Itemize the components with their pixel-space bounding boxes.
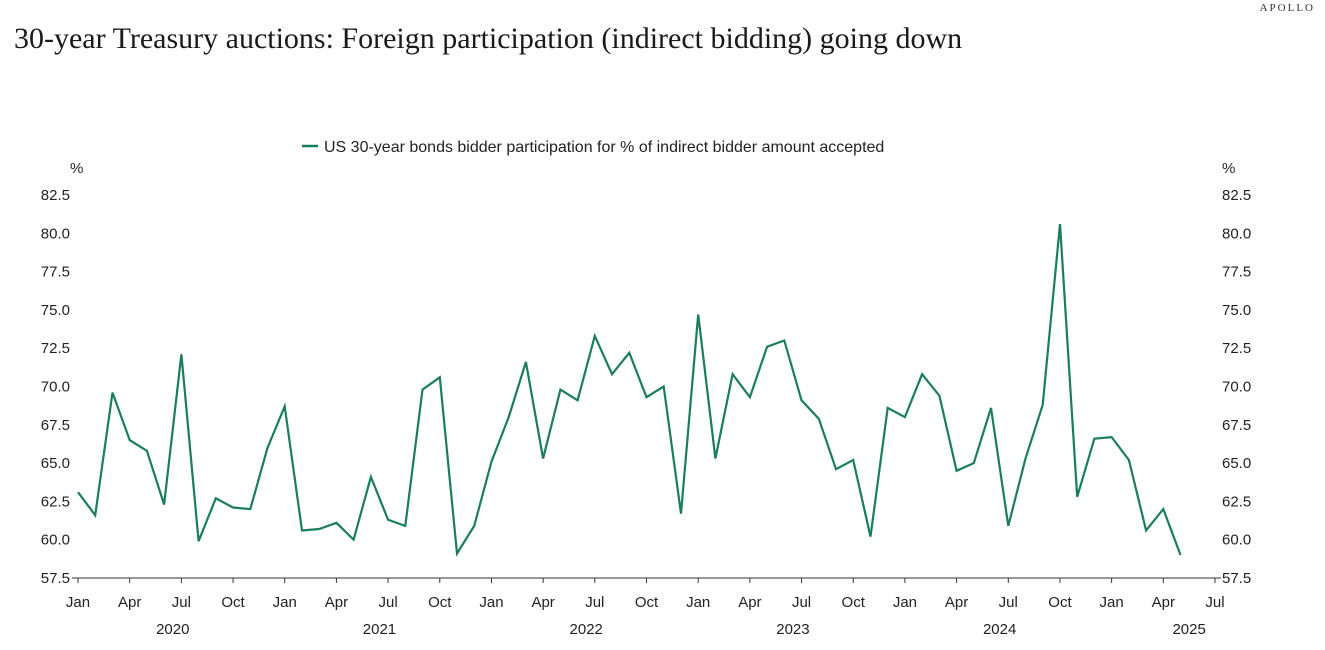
legend: US 30-year bonds bidder participation fo… <box>302 139 884 156</box>
y-tick-label-right: 67.5 <box>1222 417 1251 434</box>
y-tick-label-right: 72.5 <box>1222 340 1251 357</box>
y-tick-label-left: 80.0 <box>41 225 70 242</box>
x-tick-label: Apr <box>325 594 348 611</box>
y-tick-label-right: 70.0 <box>1222 379 1251 396</box>
y-tick-label-left: 65.0 <box>41 455 70 472</box>
x-tick-label: Jul <box>378 594 397 611</box>
x-year-label: 2024 <box>983 621 1016 638</box>
y-tick-label-left: 57.5 <box>41 570 70 587</box>
y-tick-label-left: 75.0 <box>41 302 70 319</box>
y-tick-label-left: 77.5 <box>41 264 70 281</box>
y-tick-label-left: 70.0 <box>41 379 70 396</box>
x-tick-label: Apr <box>531 594 554 611</box>
y-tick-label-right: 77.5 <box>1222 264 1251 281</box>
x-tick-label: Oct <box>635 594 659 611</box>
x-axis: Jan Apr Jul Oct Jan Apr Jul Oct Jan Apr Jul Oct Jan A… <box>66 578 1225 611</box>
x-axis-years: 2020 2021 2022 2023 2024 2025 <box>156 621 1206 638</box>
y-tick-label-left: 62.5 <box>41 493 70 510</box>
y-axis-right: 57.5 60.0 62.5 65.0 67.5 70.0 72.5 75.0 77.5 80.0… <box>1222 187 1251 587</box>
y-axis-right-unit: % <box>1222 160 1235 177</box>
x-tick-label: Jan <box>1100 594 1124 611</box>
x-tick-label: Jan <box>686 594 710 611</box>
y-tick-label-right: 62.5 <box>1222 493 1251 510</box>
x-tick-label: Apr <box>118 594 141 611</box>
x-tick-label: Oct <box>221 594 245 611</box>
x-tick-label: Jan <box>893 594 917 611</box>
x-tick-label: Jan <box>479 594 503 611</box>
x-year-label: 2023 <box>776 621 809 638</box>
x-tick-label: Apr <box>1152 594 1175 611</box>
series-line <box>77 223 1182 557</box>
x-year-label: 2021 <box>363 621 396 638</box>
y-tick-label-right: 60.0 <box>1222 532 1251 549</box>
y-tick-label-right: 82.5 <box>1222 187 1251 204</box>
y-axis-left: 57.5 60.0 62.5 65.0 67.5 70.0 72.5 75.0 77.5 80.0… <box>41 187 70 587</box>
page-title: 30-year Treasury auctions: Foreign parti… <box>14 22 963 55</box>
x-tick-label: Oct <box>842 594 866 611</box>
y-tick-label-right: 80.0 <box>1222 225 1251 242</box>
x-tick-label: Jul <box>999 594 1018 611</box>
y-tick-label-right: 65.0 <box>1222 455 1251 472</box>
x-tick-label: Jul <box>792 594 811 611</box>
x-year-label: 2020 <box>156 621 189 638</box>
x-tick-label: Apr <box>738 594 761 611</box>
x-tick-label: Jan <box>66 594 90 611</box>
y-tick-label-right: 57.5 <box>1222 570 1251 587</box>
y-tick-label-left: 82.5 <box>41 187 70 204</box>
y-tick-label-right: 75.0 <box>1222 302 1251 319</box>
x-tick-label: Jul <box>172 594 191 611</box>
y-tick-label-left: 67.5 <box>41 417 70 434</box>
x-year-label: 2022 <box>570 621 603 638</box>
y-tick-label-left: 72.5 <box>41 340 70 357</box>
x-year-label: 2025 <box>1172 621 1205 638</box>
x-tick-label: Jul <box>585 594 604 611</box>
y-axis-left-unit: % <box>70 160 83 177</box>
series-group <box>77 223 1182 557</box>
x-tick-label: Oct <box>428 594 452 611</box>
x-tick-label: Apr <box>945 594 968 611</box>
legend-label: US 30-year bonds bidder participation fo… <box>324 139 884 156</box>
brand-logo: APOLLO <box>1259 2 1315 14</box>
y-tick-label-left: 60.0 <box>41 532 70 549</box>
x-tick-label: Jul <box>1205 594 1224 611</box>
x-tick-label: Jan <box>273 594 297 611</box>
x-tick-label: Oct <box>1048 594 1072 611</box>
